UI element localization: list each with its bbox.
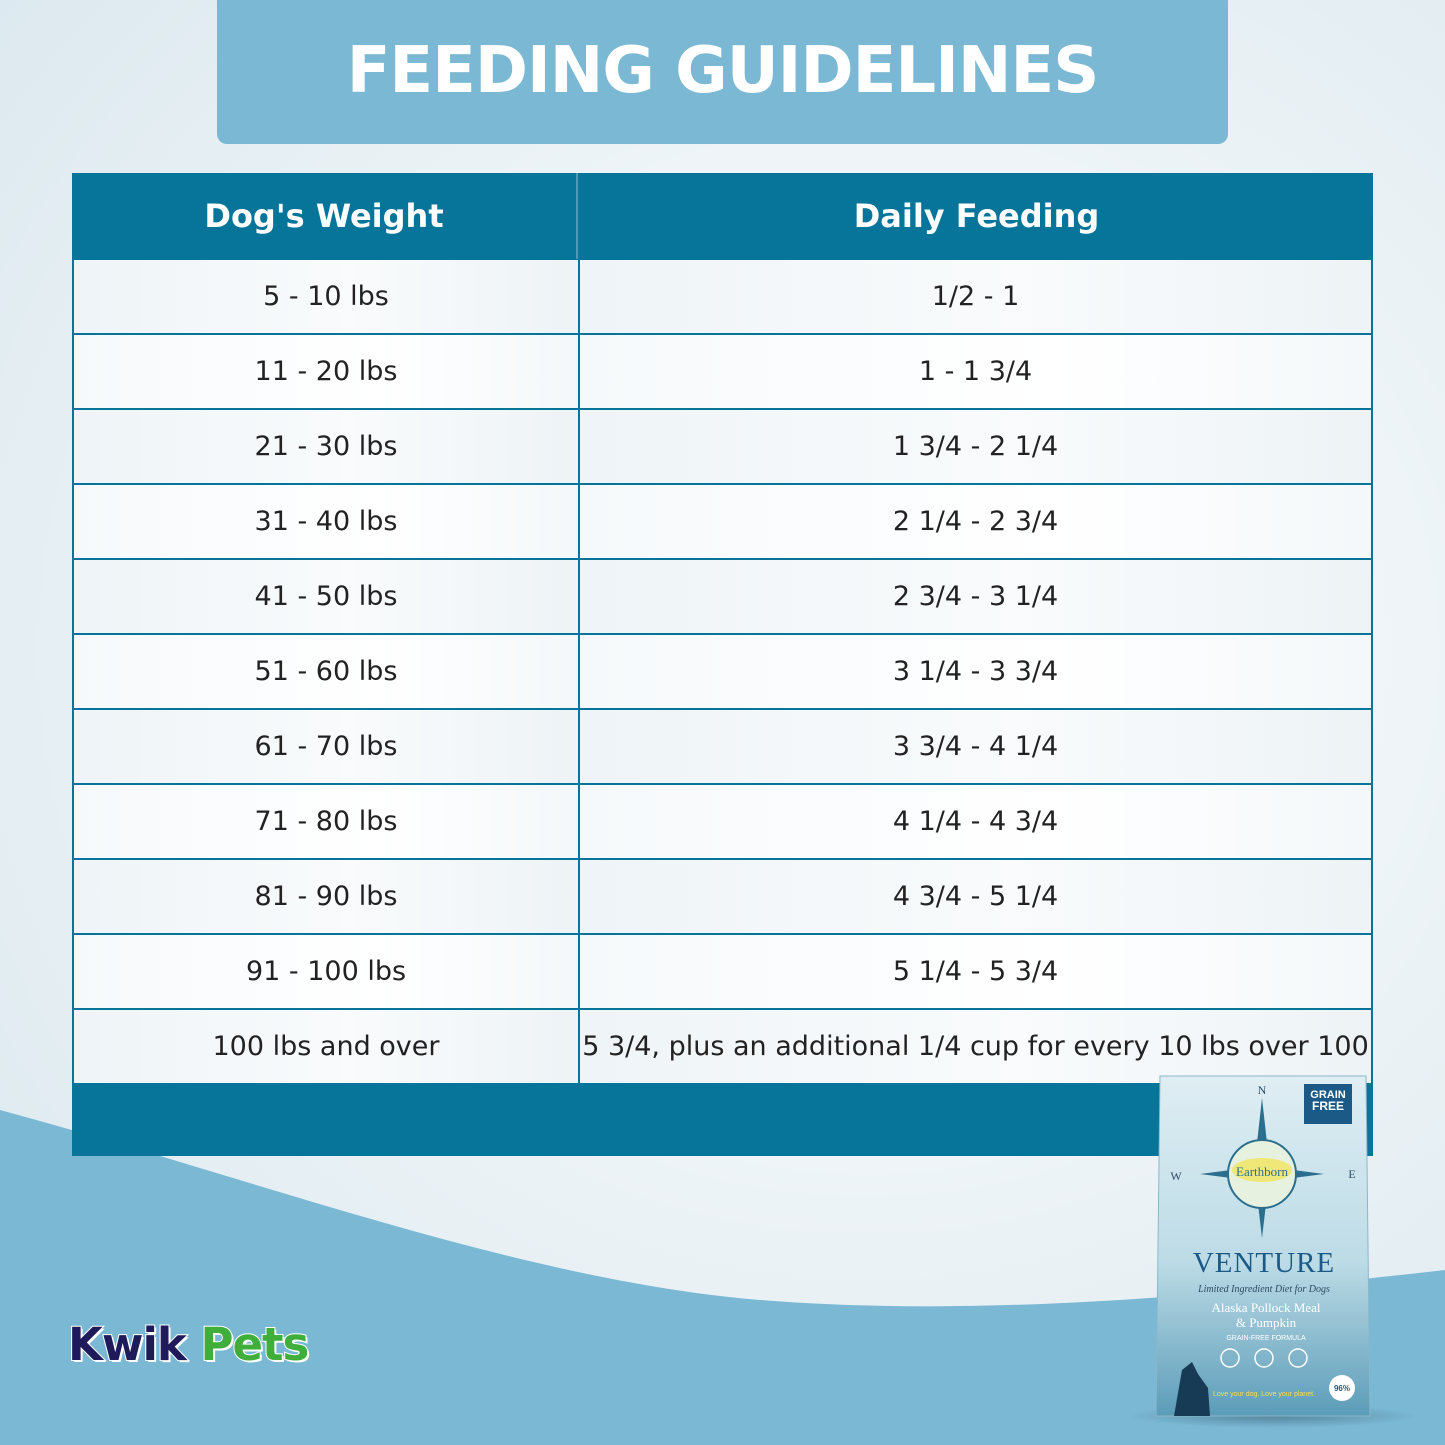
- weight-cell: 91 - 100 lbs: [74, 935, 578, 1008]
- feeding-cell: 2 1/4 - 2 3/4: [580, 485, 1371, 558]
- grain-free-badge-line1: GRAIN: [1310, 1089, 1346, 1101]
- table-row: 51 - 60 lbs 3 1/4 - 3 3/4: [74, 635, 1371, 708]
- table-row: 71 - 80 lbs 4 1/4 - 4 3/4: [74, 785, 1371, 858]
- feeding-cell: 1 - 1 3/4: [580, 335, 1371, 408]
- page-title: FEEDING GUIDELINES: [346, 34, 1100, 108]
- compass-n: N: [1258, 1083, 1267, 1097]
- benefit-icons: [1220, 1348, 1308, 1368]
- product-flavor-line2: & Pumpkin: [1236, 1315, 1297, 1330]
- protein-badge: 96%: [1334, 1384, 1350, 1393]
- header-dogs-weight: Dog's Weight: [72, 173, 578, 259]
- weight-cell: 11 - 20 lbs: [74, 335, 578, 408]
- compass-icon: [1200, 1098, 1324, 1238]
- header-daily-feeding: Daily Feeding: [580, 173, 1373, 259]
- weight-cell: 5 - 10 lbs: [74, 260, 578, 333]
- table-row: 81 - 90 lbs 4 3/4 - 5 1/4: [74, 860, 1371, 933]
- feeding-cell: 4 3/4 - 5 1/4: [580, 860, 1371, 933]
- table-row: 100 lbs and over 5 3/4, plus an additiona…: [74, 1010, 1371, 1083]
- table-row: 5 - 10 lbs 1/2 - 1: [74, 260, 1371, 333]
- compass-e: E: [1348, 1167, 1355, 1181]
- feeding-cell: 2 3/4 - 3 1/4: [580, 560, 1371, 633]
- feeding-cell: 3 1/4 - 3 3/4: [580, 635, 1371, 708]
- weight-cell: 61 - 70 lbs: [74, 710, 578, 783]
- table-row: 31 - 40 lbs 2 1/4 - 2 3/4: [74, 485, 1371, 558]
- weight-cell: 31 - 40 lbs: [74, 485, 578, 558]
- feeding-table: Dog's Weight Daily Feeding 5 - 10 lbs 1/2…: [72, 173, 1373, 1156]
- feeding-cell: 5 3/4, plus an additional 1/4 cup for ev…: [580, 1010, 1371, 1083]
- weight-cell: 71 - 80 lbs: [74, 785, 578, 858]
- product-name: VENTURE: [1193, 1247, 1335, 1279]
- table-header-row: Dog's Weight Daily Feeding: [72, 173, 1373, 259]
- grain-free-badge-line2: FREE: [1312, 1099, 1344, 1113]
- kwik-pets-logo: Kwik Pets: [67, 1317, 310, 1374]
- table-row: 41 - 50 lbs 2 3/4 - 3 1/4: [74, 560, 1371, 633]
- compass-w: W: [1170, 1169, 1182, 1183]
- product-brand: Earthborn: [1236, 1164, 1288, 1179]
- table-body: 5 - 10 lbs 1/2 - 1 11 - 20 lbs 1 - 1 3/4 21 …: [74, 260, 1371, 1085]
- feeding-cell: 4 1/4 - 4 3/4: [580, 785, 1371, 858]
- product-flavor-line1: Alaska Pollock Meal: [1211, 1300, 1320, 1315]
- weight-cell: 51 - 60 lbs: [74, 635, 578, 708]
- weight-cell: 81 - 90 lbs: [74, 860, 578, 933]
- wolf-silhouette: [1174, 1362, 1210, 1416]
- table-row: 61 - 70 lbs 3 3/4 - 4 1/4: [74, 710, 1371, 783]
- feeding-cell: 1 3/4 - 2 1/4: [580, 410, 1371, 483]
- product-tagline: Love your dog. Love your planet.: [1213, 1391, 1315, 1398]
- weight-cell: 100 lbs and over: [74, 1010, 578, 1083]
- feeding-cell: 1/2 - 1: [580, 260, 1371, 333]
- table-row: 91 - 100 lbs 5 1/4 - 5 3/4: [74, 935, 1371, 1008]
- table-row: 11 - 20 lbs 1 - 1 3/4: [74, 335, 1371, 408]
- logo-word-kwik: Kwik: [67, 1317, 188, 1372]
- logo-word-pets: Pets: [199, 1317, 310, 1372]
- product-subtitle: Limited Ingredient Diet for Dogs: [1197, 1284, 1330, 1295]
- weight-cell: 41 - 50 lbs: [74, 560, 578, 633]
- product-bag-image: GRAIN FREE N W E Earthborn VENTURE Limit…: [1155, 1075, 1371, 1417]
- title-banner: FEEDING GUIDELINES: [217, 0, 1228, 144]
- feeding-cell: 5 1/4 - 5 3/4: [580, 935, 1371, 1008]
- feeding-cell: 3 3/4 - 4 1/4: [580, 710, 1371, 783]
- table-row: 21 - 30 lbs 1 3/4 - 2 1/4: [74, 410, 1371, 483]
- product-formula: GRAIN-FREE FORMULA: [1226, 1335, 1306, 1342]
- weight-cell: 21 - 30 lbs: [74, 410, 578, 483]
